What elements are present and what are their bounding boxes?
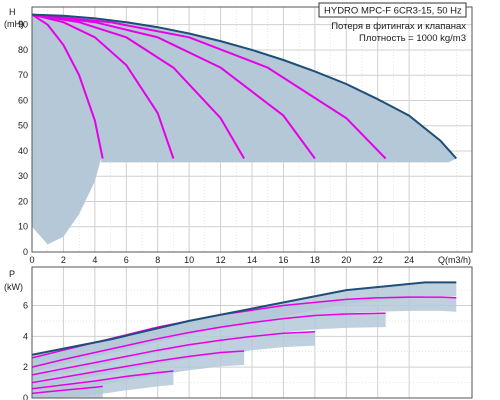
head-y-tick-label: 20 [18,196,28,206]
head-curve-5 [32,13,387,160]
x-tick-label: 10 [184,255,194,265]
head-curve-3 [32,13,245,160]
head-y-tick-label: 40 [18,146,28,156]
power-y-tick-label: 0 [23,393,28,400]
head-y-tick-label: 30 [18,171,28,181]
head-curve-2 [32,13,175,159]
power-curve-6 [32,385,103,395]
x-tick-label: 4 [92,255,97,265]
power-y-tick-label: 4 [23,331,28,341]
model-title-box [318,2,467,18]
head-curve-1 [32,13,104,159]
power-chart-ticks: 0 2 4 6 [23,301,28,400]
power-curve-2 [32,312,386,368]
head-chart-curves [32,13,458,160]
power-band-3 [32,313,386,381]
power-curve-5 [32,370,174,390]
x-tick-label: 20 [341,255,351,265]
flow-axis-label: Q(m3/h) [438,255,471,265]
head-curve-4 [32,13,316,160]
x-tick-label: 2 [61,255,66,265]
head-y-tick-label: 0 [23,247,28,257]
head-y-tick-label: 70 [18,70,28,80]
head-y-tick-label: 50 [18,121,28,131]
x-tick-label: 12 [216,255,226,265]
head-y-tick-label: 90 [18,20,28,30]
head-envelope-line [32,13,458,160]
head-chart-operating-area [32,14,457,245]
power-curve-4 [32,350,245,384]
density-note: Плотность = 1000 kg/m3 [359,33,466,44]
power-y-tick-label: 2 [23,362,28,372]
head-axis-label-line2: (mH) [4,19,24,29]
x-tick-label: 18 [310,255,320,265]
x-tick-label: 14 [247,255,257,265]
head-y-tick-label: 60 [18,95,28,105]
power-band-7 [32,386,103,398]
operating-area-fill [32,14,457,245]
power-axis-label-line2: (kW) [4,282,23,292]
x-tick-label: 6 [124,255,129,265]
head-y-tick-label: 80 [18,45,28,55]
x-tick-label: 16 [278,255,288,265]
x-tick-label: 22 [373,255,383,265]
x-tick-label: 0 [29,255,34,265]
head-axis-label-line1: H [9,7,16,17]
x-tick-label: 24 [404,255,414,265]
power-envelope-line [32,281,457,356]
power-y-tick-label: 6 [23,301,28,311]
head-chart-frame [31,6,473,253]
head-y-tick-label: 10 [18,222,28,232]
info-box: HYDRO MPC-F 6CR3-15, 50 Hz Потеря в фити… [318,2,467,44]
x-tick-label: 8 [155,255,160,265]
power-chart-frame [31,266,473,399]
fittings-loss-note: Потеря в фитингах и клапанах [331,21,466,32]
power-curve-3 [32,330,315,376]
power-chart-curves [32,281,457,395]
power-axis-label-line1: P [9,269,15,279]
model-title: HYDRO MPC-F 6CR3-15, 50 Hz [324,6,462,17]
